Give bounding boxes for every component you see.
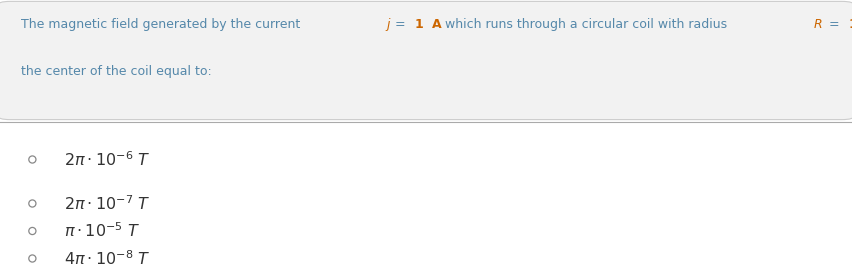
Text: $2\pi \cdot 10^{-7}\ T$: $2\pi \cdot 10^{-7}\ T$ [64, 194, 151, 213]
Text: A: A [432, 18, 442, 31]
Text: The magnetic field generated by the current: The magnetic field generated by the curr… [21, 18, 304, 31]
Text: $\pi \cdot 10^{-5}\ T$: $\pi \cdot 10^{-5}\ T$ [64, 222, 141, 240]
Text: =: = [391, 18, 410, 31]
Text: $2\pi \cdot 10^{-6}\ T$: $2\pi \cdot 10^{-6}\ T$ [64, 150, 151, 169]
Text: =: = [825, 18, 843, 31]
Text: 10 cm: 10 cm [849, 18, 852, 31]
Text: which runs through a circular coil with radius: which runs through a circular coil with … [445, 18, 731, 31]
Text: the center of the coil equal to:: the center of the coil equal to: [21, 65, 212, 78]
Text: R: R [814, 18, 822, 31]
Text: j: j [387, 18, 390, 31]
Text: 1: 1 [415, 18, 429, 31]
Text: $4\pi \cdot 10^{-8}\ T$: $4\pi \cdot 10^{-8}\ T$ [64, 249, 151, 268]
FancyBboxPatch shape [0, 1, 852, 120]
